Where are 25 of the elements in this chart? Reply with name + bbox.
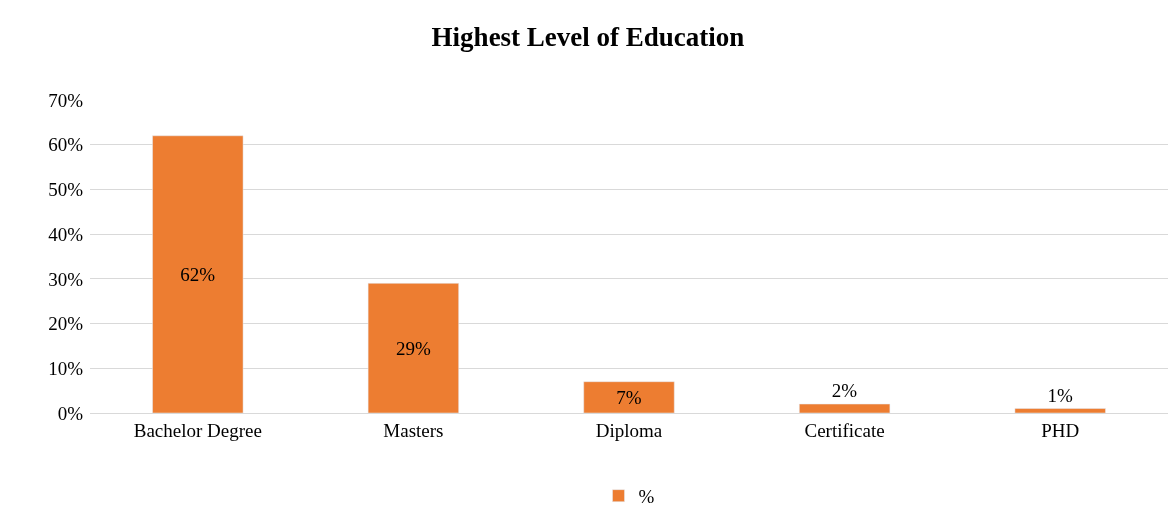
data-label: 2% bbox=[831, 380, 858, 402]
x-tick-label: Diploma bbox=[595, 419, 663, 441]
legend-label: % bbox=[638, 486, 655, 508]
x-tick-label: PHD bbox=[1041, 419, 1080, 441]
y-tick-label: 20% bbox=[48, 313, 84, 335]
y-tick-label: 40% bbox=[48, 223, 84, 245]
bar bbox=[1014, 408, 1106, 413]
x-tick-label: Certificate bbox=[804, 419, 885, 441]
data-label: 29% bbox=[395, 337, 431, 359]
chart-title: Highest Level of Education bbox=[431, 21, 745, 52]
y-tick-label: 30% bbox=[48, 268, 84, 290]
y-tick-label: 0% bbox=[57, 402, 84, 424]
x-tick-label: Masters bbox=[383, 419, 444, 441]
bar bbox=[799, 403, 891, 413]
data-label: 1% bbox=[1047, 384, 1073, 406]
data-label: 7% bbox=[616, 386, 642, 408]
x-tick-label: Bachelor Degree bbox=[133, 419, 262, 441]
y-tick-label: 70% bbox=[48, 89, 84, 111]
y-tick-label: 10% bbox=[48, 357, 84, 379]
y-tick-label: 60% bbox=[48, 134, 84, 156]
bar bbox=[583, 381, 675, 413]
bar bbox=[367, 283, 459, 413]
data-label: 62% bbox=[180, 263, 216, 285]
bar bbox=[152, 135, 244, 413]
y-tick-label: 50% bbox=[48, 179, 84, 201]
